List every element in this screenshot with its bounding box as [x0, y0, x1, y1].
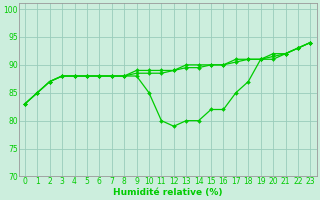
X-axis label: Humidité relative (%): Humidité relative (%): [113, 188, 222, 197]
